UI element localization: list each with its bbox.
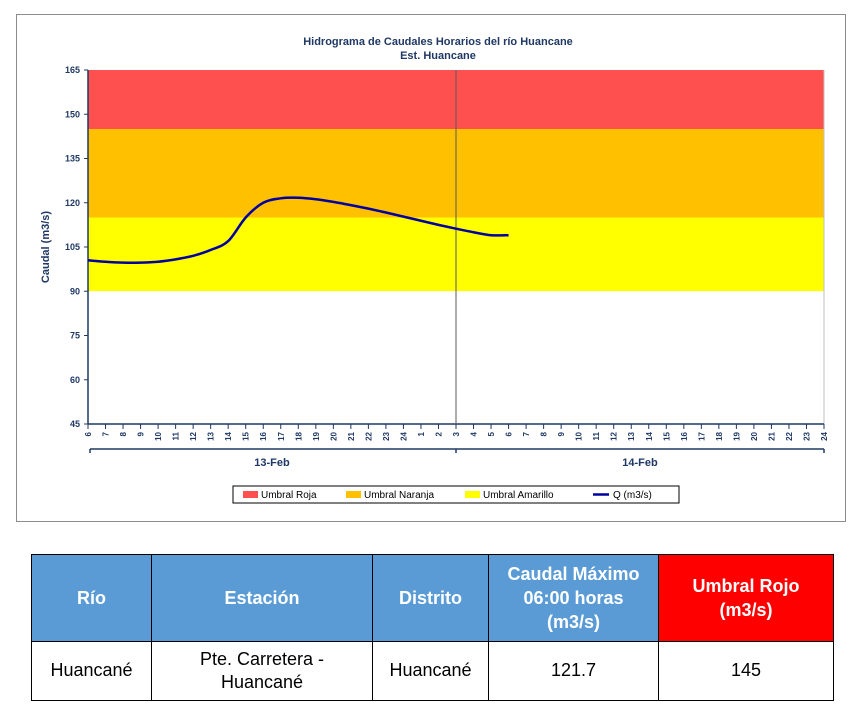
x-tick-label: 15 bbox=[242, 431, 251, 440]
x-tick-label: 21 bbox=[347, 431, 356, 440]
x-tick-label: 2 bbox=[434, 431, 443, 436]
x-tick-label: 11 bbox=[592, 431, 601, 440]
x-tick-label: 20 bbox=[329, 431, 338, 440]
x-tick-label: 6 bbox=[505, 431, 514, 436]
cell-estacion: Pte. Carretera - Huancané bbox=[151, 641, 373, 701]
x-tick-label: 12 bbox=[189, 431, 198, 440]
x-tick-label: 10 bbox=[154, 431, 163, 440]
legend-label-0: Umbral Roja bbox=[261, 490, 317, 501]
x-tick-label: 6 bbox=[84, 431, 93, 436]
legend-label-1: Umbral Naranja bbox=[364, 490, 434, 501]
x-tick-label: 8 bbox=[119, 431, 128, 436]
summary-table: Río Estación Distrito Caudal Máximo 06:0… bbox=[31, 554, 834, 701]
x-tick-label: 17 bbox=[697, 431, 706, 440]
header-rio: Río bbox=[31, 554, 152, 642]
x-tick-label: 13 bbox=[207, 431, 216, 440]
cell-distrito: Huancané bbox=[372, 641, 489, 701]
x-tick-label: 24 bbox=[399, 431, 408, 440]
y-tick-label: 105 bbox=[65, 242, 80, 252]
table-row: Huancané Pte. Carretera - Huancané Huanc… bbox=[31, 641, 834, 701]
x-tick-label: 18 bbox=[294, 431, 303, 440]
header-caudal-maximo: Caudal Máximo 06:00 horas (m3/s) bbox=[488, 554, 659, 642]
x-tick-label: 10 bbox=[575, 431, 584, 440]
y-axis-label: Caudal (m3/s) bbox=[40, 211, 52, 283]
x-tick-label: 16 bbox=[259, 431, 268, 440]
x-tick-label: 7 bbox=[102, 431, 111, 436]
chart-legend: Umbral Roja Umbral Naranja Umbral Amarillo… bbox=[232, 485, 680, 504]
x-tick-label: 14 bbox=[645, 431, 654, 440]
x-tick-label: 20 bbox=[750, 431, 759, 440]
x-tick-label: 19 bbox=[312, 431, 321, 440]
x-tick-label: 3 bbox=[452, 431, 461, 436]
x-tick-label: 1 bbox=[417, 431, 426, 436]
legend-swatch-1 bbox=[346, 491, 361, 498]
x-tick-label: 4 bbox=[470, 431, 479, 436]
x-tick-label: 7 bbox=[522, 431, 531, 436]
x-tick-label: 11 bbox=[172, 431, 181, 440]
y-tick-label: 60 bbox=[70, 375, 80, 385]
cell-umbral-rojo: 145 bbox=[658, 641, 834, 701]
series-layer bbox=[87, 196, 509, 264]
x-tick-label: 21 bbox=[767, 431, 776, 440]
x-tick-label: 22 bbox=[785, 431, 794, 440]
table-header-row: Río Estación Distrito Caudal Máximo 06:0… bbox=[31, 554, 834, 642]
x-tick-label: 14 bbox=[224, 431, 233, 440]
x-tick-label: 13 bbox=[627, 431, 636, 440]
cell-caudal-maximo: 121.7 bbox=[488, 641, 659, 701]
hydrograph-chart: Hidrograma de Caudales Horarios del río … bbox=[16, 14, 846, 522]
chart-subtitle: Est. Huancane bbox=[400, 50, 476, 62]
legend-label-2: Umbral Amarillo bbox=[483, 490, 554, 501]
x-tick-label: 22 bbox=[364, 431, 373, 440]
x-tick-label: 17 bbox=[277, 431, 286, 440]
x-tick-label: 8 bbox=[540, 431, 549, 436]
legend-swatch-0 bbox=[243, 491, 258, 498]
legend-swatch-2 bbox=[465, 491, 480, 498]
legend-label-3: Q (m3/s) bbox=[613, 490, 652, 501]
x-tick-label: 15 bbox=[662, 431, 671, 440]
series-line-q bbox=[87, 196, 509, 264]
x-tick-label: 24 bbox=[820, 431, 829, 440]
x-tick-label: 23 bbox=[382, 431, 391, 440]
legend-box bbox=[232, 485, 680, 504]
header-distrito: Distrito bbox=[372, 554, 489, 642]
x-tick-label: 5 bbox=[487, 431, 496, 436]
y-tick-label: 75 bbox=[70, 331, 80, 341]
chart-canvas: Hidrograma de Caudales Horarios del río … bbox=[40, 36, 829, 504]
x-tick-label: 9 bbox=[557, 431, 566, 436]
day-label-14-feb: 14-Feb bbox=[622, 457, 658, 469]
y-tick-label: 150 bbox=[65, 109, 80, 119]
x-tick-label: 9 bbox=[137, 431, 146, 436]
x-tick-label: 23 bbox=[802, 431, 811, 440]
y-tick-label: 120 bbox=[65, 198, 80, 208]
day-label-13-feb: 13-Feb bbox=[254, 457, 290, 469]
y-tick-label: 45 bbox=[70, 419, 80, 429]
y-tick-label: 165 bbox=[65, 65, 80, 75]
chart-title: Hidrograma de Caudales Horarios del río … bbox=[303, 36, 573, 48]
y-tick-label: 90 bbox=[70, 286, 80, 296]
x-tick-label: 18 bbox=[715, 431, 724, 440]
header-umbral-rojo: Umbral Rojo (m3/s) bbox=[658, 554, 834, 642]
header-estacion: Estación bbox=[151, 554, 373, 642]
y-tick-label: 135 bbox=[65, 154, 80, 164]
x-tick-label: 19 bbox=[732, 431, 741, 440]
x-tick-label: 12 bbox=[610, 431, 619, 440]
x-tick-label: 16 bbox=[680, 431, 689, 440]
cell-rio: Huancané bbox=[31, 641, 152, 701]
